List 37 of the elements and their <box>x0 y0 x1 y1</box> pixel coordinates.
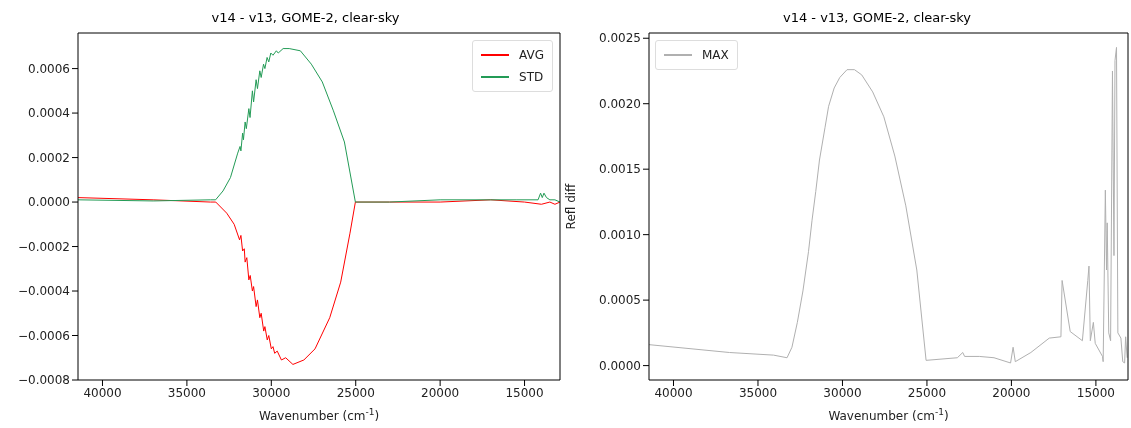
y-tick-label: 0.0006 <box>28 61 70 76</box>
line-series <box>649 46 1128 364</box>
x-tick-label: 35000 <box>167 385 206 400</box>
y-tick-label: 0.0005 <box>599 293 641 308</box>
y-tick-label: 0.0002 <box>28 150 70 165</box>
y-tick-label: −0.0006 <box>17 328 70 343</box>
x-tick-label: 40000 <box>83 385 122 400</box>
x-tick-label: 20000 <box>992 385 1031 400</box>
legend-label: MAX <box>702 48 729 62</box>
x-tick-label: 35000 <box>738 385 778 400</box>
line-series <box>78 48 560 203</box>
y-tick-label: 0.0000 <box>599 358 641 373</box>
x-tick-label: 30000 <box>252 385 291 400</box>
y-tick-label: −0.0002 <box>17 239 70 254</box>
y-tick-label: 0.0004 <box>28 106 70 121</box>
legend-label: AVG <box>519 48 544 62</box>
y-tick-label: −0.0004 <box>17 284 70 299</box>
x-tick-label: 25000 <box>907 385 947 400</box>
x-axis-title: Wavenumber (cm$^{-1}$) <box>828 407 949 423</box>
y-tick-label: 0.0015 <box>599 162 641 177</box>
y-tick-label: 0.0000 <box>28 195 70 210</box>
x-tick-label: 15000 <box>505 385 544 400</box>
chart-title: v14 - v13, GOME-2, clear-sky <box>781 9 973 27</box>
line-series <box>78 197 560 365</box>
x-tick-label: 40000 <box>654 385 693 400</box>
y-tick-label: 0.0010 <box>599 227 641 242</box>
y-tick-label: −0.0008 <box>17 373 70 388</box>
chart-title: v14 - v13, GOME-2, clear-sky <box>210 9 401 27</box>
legend-label: STD <box>519 70 544 84</box>
x-tick-label: 20000 <box>421 385 460 400</box>
y-tick-label: 0.0025 <box>599 31 641 46</box>
y-axis-title: Refl diff <box>564 182 578 230</box>
x-tick-label: 30000 <box>823 385 862 400</box>
x-tick-label: 25000 <box>336 385 375 400</box>
x-tick-label: 15000 <box>1076 385 1115 400</box>
x-axis-title: Wavenumber (cm$^{-1}$) <box>258 407 380 423</box>
y-tick-label: 0.0020 <box>599 96 641 111</box>
